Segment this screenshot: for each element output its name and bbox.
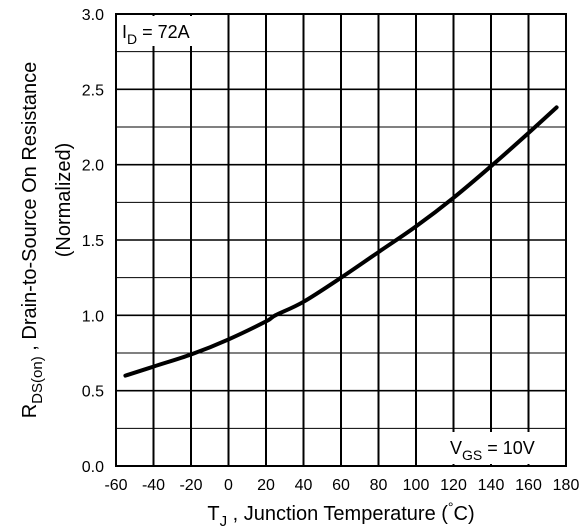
x-tick-label: 60 <box>332 477 350 494</box>
y-axis-title-line2: (Normalized) <box>53 143 75 257</box>
y-axis-title: RDS(on) , Drain-to-Source On Resistance <box>19 62 46 419</box>
vgs-sub: GS <box>462 447 482 463</box>
x-axis-title-main: T <box>207 503 219 525</box>
y-axis-title-rest: , Drain-to-Source On Resistance <box>19 62 41 357</box>
id-sub: D <box>127 31 137 47</box>
x-tick-label: -60 <box>104 477 127 494</box>
x-tick-label: 0 <box>224 477 233 494</box>
y-tick-label: 0.0 <box>82 459 104 476</box>
x-tick-label: 20 <box>257 477 275 494</box>
vgs-annotation: VGS = 10V <box>450 438 535 463</box>
id-rest: = 72A <box>137 22 190 42</box>
grid <box>116 14 566 466</box>
plot-frame <box>115 13 567 467</box>
y-tick-label: 1.0 <box>82 308 104 325</box>
x-tick-label: 100 <box>403 477 430 494</box>
x-tick-label: 140 <box>478 477 505 494</box>
x-axis-title-sub: J <box>220 513 228 530</box>
vgs-rest: = 10V <box>482 438 535 458</box>
x-axis-title: TJ , Junction Temperature (°C) <box>207 499 474 530</box>
series-line-rdson <box>123 105 559 378</box>
id-main: I <box>122 22 127 42</box>
y-tick-label: 2.0 <box>82 158 104 175</box>
vgs-main: V <box>450 438 462 458</box>
y-tick-labels: 0.0 0.5 1.0 1.5 2.0 2.5 3.0 <box>82 7 104 476</box>
id-annotation: ID = 72A <box>122 22 190 47</box>
x-tick-label: 40 <box>295 477 313 494</box>
x-tick-labels: -60 -40 -20 0 20 40 60 80 100 120 140 160 180 <box>104 477 579 494</box>
vgs-annotation-box <box>446 432 564 464</box>
x-tick-label: 160 <box>515 477 542 494</box>
x-axis-title-unit: C) <box>454 503 475 525</box>
x-axis-title-rest: , Junction Temperature ( <box>227 503 448 525</box>
y-axis-title-sub: DS(on) <box>29 356 46 404</box>
x-axis-title-degree: ° <box>448 499 454 515</box>
y-axis-title-main: R <box>19 404 41 418</box>
y-tick-label: 2.5 <box>82 82 104 99</box>
x-tick-label: 180 <box>553 477 580 494</box>
x-tick-label: -40 <box>142 477 165 494</box>
y-tick-label: 1.5 <box>82 233 104 250</box>
id-annotation-box <box>118 16 214 46</box>
y-tick-label: 0.5 <box>82 384 104 401</box>
x-tick-label: -20 <box>179 477 202 494</box>
y-tick-label: 3.0 <box>82 7 104 24</box>
x-tick-label: 120 <box>440 477 467 494</box>
x-tick-label: 80 <box>370 477 388 494</box>
